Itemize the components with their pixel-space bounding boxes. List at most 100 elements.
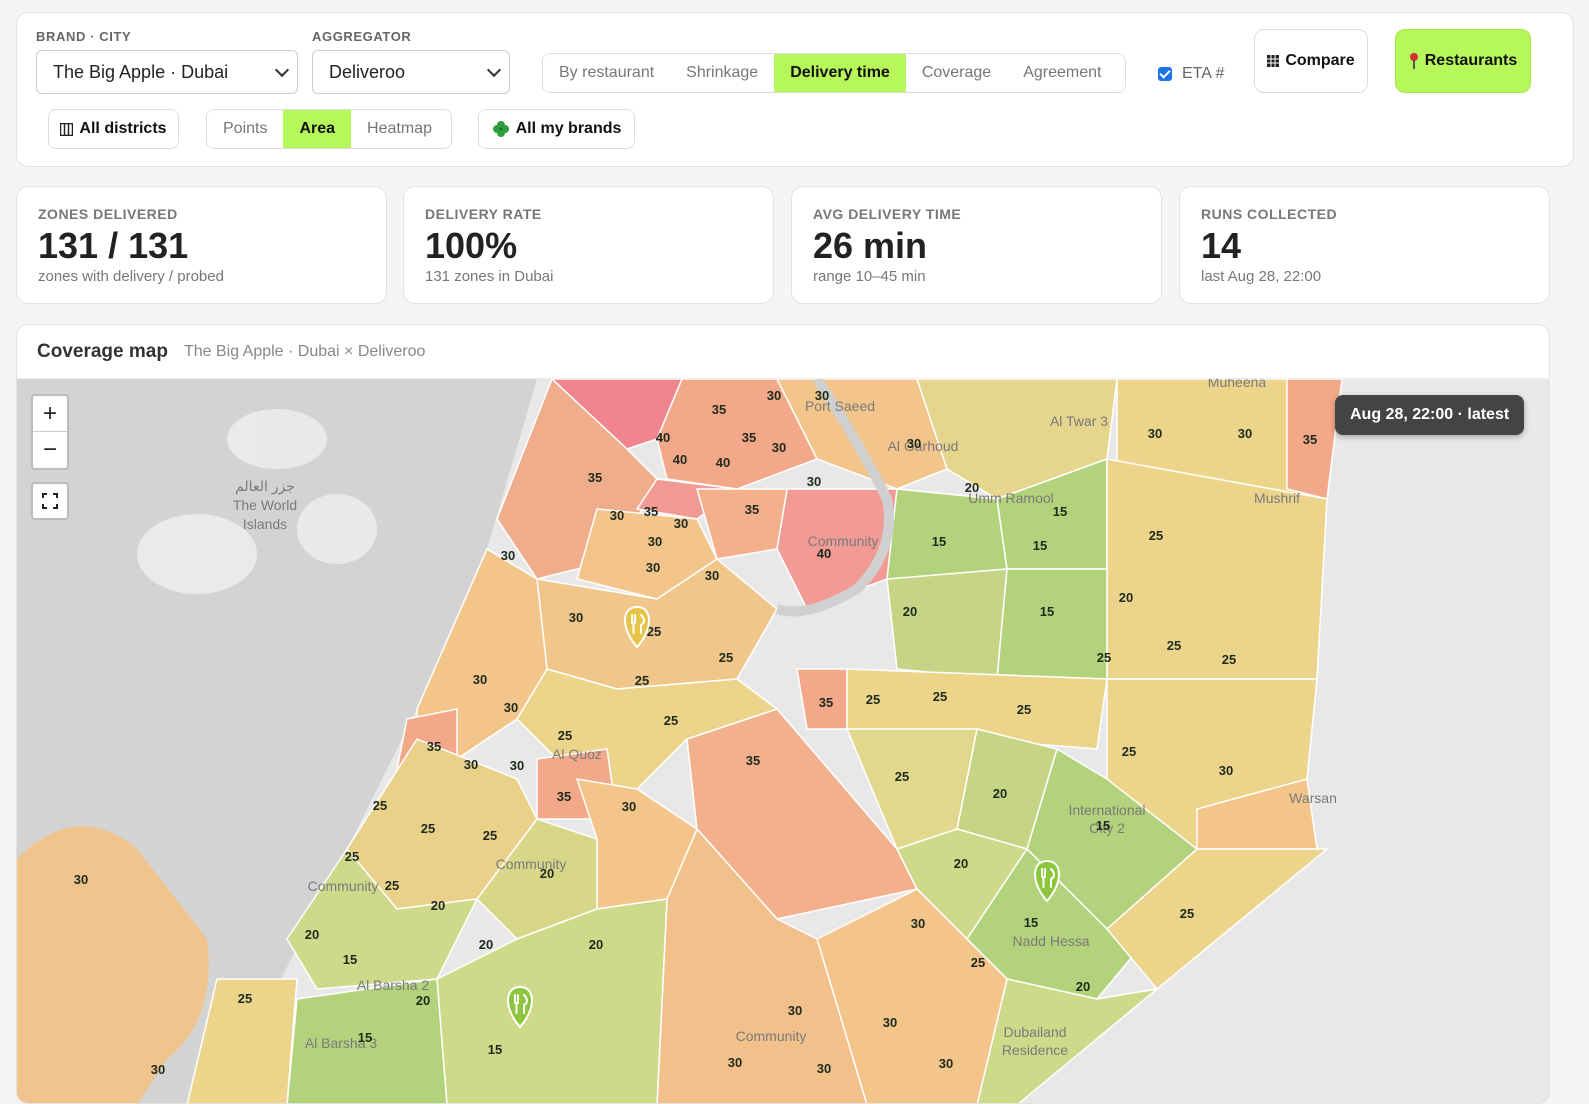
- place-label: Port Saeed: [805, 398, 875, 414]
- zone-eta-label: 40: [817, 546, 831, 561]
- zone-eta-label: 25: [1122, 744, 1136, 759]
- zone-eta-label: 20: [589, 937, 603, 952]
- restaurant-pin-icon[interactable]: [624, 605, 650, 649]
- coverage-map[interactable]: جزر العالم The World Islands Port Saeed Al G…: [17, 374, 1550, 1104]
- zone-eta-label: 30: [610, 508, 624, 523]
- place-label: Community: [496, 856, 567, 872]
- stat-key: RUNS COLLECTED: [1201, 206, 1338, 222]
- zoom-in-button[interactable]: +: [33, 396, 67, 432]
- stat-key: ZONES DELIVERED: [38, 206, 178, 222]
- compare-button[interactable]: Compare: [1254, 29, 1368, 93]
- eta-toggle[interactable]: ETA #: [1158, 65, 1224, 83]
- zone[interactable]: [996, 568, 1108, 680]
- restaurant-pin-icon[interactable]: [507, 985, 533, 1029]
- zone-eta-label: 40: [673, 452, 687, 467]
- zone-eta-label: 25: [647, 624, 661, 639]
- zone-eta-label: 25: [1017, 702, 1031, 717]
- zone-eta-label: 30: [501, 548, 515, 563]
- aggregator-value: Deliveroo: [329, 62, 406, 82]
- zone-eta-label: 25: [895, 769, 909, 784]
- zone-eta-label: 35: [712, 402, 726, 417]
- zone-eta-label: 20: [965, 480, 979, 495]
- zone[interactable]: [286, 847, 479, 990]
- tab-agreement[interactable]: Agreement: [1023, 64, 1102, 81]
- zone-eta-label: 30: [772, 440, 786, 455]
- zone-eta-label: 15: [1033, 538, 1047, 553]
- zone-eta-label: 30: [911, 916, 925, 931]
- map-canvas[interactable]: جزر العالم The World Islands Port Saeed Al G…: [17, 374, 1550, 1104]
- place-label: The World: [233, 497, 297, 513]
- zoom-out-button[interactable]: −: [42, 436, 57, 463]
- tab-by-restaurant[interactable]: By restaurant: [559, 64, 655, 81]
- zone-eta-label: 25: [385, 878, 399, 893]
- zone-eta-label: 20: [540, 866, 554, 881]
- zone-eta-label: 20: [431, 898, 445, 913]
- brand-city-value: The Big Apple · Dubai: [53, 62, 229, 82]
- zone-eta-label: 25: [1149, 528, 1163, 543]
- brand-city-select[interactable]: The Big Apple · Dubai: [36, 50, 298, 94]
- zone-eta-label: 25: [866, 692, 880, 707]
- stat-card-rate: DELIVERY RATE 100% 131 zones in Dubai: [403, 186, 774, 304]
- zone-eta-label: 30: [939, 1056, 953, 1071]
- zone-eta-label: 25: [1097, 650, 1111, 665]
- zone-eta-label: 35: [557, 789, 571, 804]
- zone-eta-label: 25: [373, 798, 387, 813]
- zone[interactable]: [436, 898, 668, 1104]
- zone-eta-label: 15: [343, 952, 357, 967]
- zone-eta-label: 30: [569, 610, 583, 625]
- tab-heatmap[interactable]: Heatmap: [367, 120, 432, 137]
- restaurants-button[interactable]: Restaurants: [1395, 29, 1531, 93]
- zone-eta-label: 15: [1096, 818, 1110, 833]
- metric-tabs: By restaurant Shrinkage Delivery time Co…: [542, 53, 1126, 93]
- zone-eta-label: 30: [622, 799, 636, 814]
- zone-eta-label: 35: [746, 753, 760, 768]
- aggregator-select[interactable]: Deliveroo: [312, 50, 510, 94]
- map-header: Coverage map The Big Apple · Dubai × Del…: [17, 325, 1549, 379]
- zone-eta-label: 30: [705, 568, 719, 583]
- stat-card-runs: RUNS COLLECTED 14 last Aug 28, 22:00: [1179, 186, 1550, 304]
- place-label: Al Quoz: [552, 746, 602, 762]
- tab-area[interactable]: Area: [283, 110, 352, 148]
- zone-eta-label: 35: [742, 430, 756, 445]
- zone[interactable]: [696, 488, 788, 560]
- map-title: Coverage map: [37, 340, 168, 362]
- place-label: Islands: [243, 516, 287, 532]
- tab-points[interactable]: Points: [223, 120, 268, 137]
- stat-sub: 131 zones in Dubai: [425, 268, 554, 285]
- tab-shrinkage[interactable]: Shrinkage: [686, 64, 759, 81]
- brands-label: All my brands: [515, 120, 622, 137]
- zone[interactable]: [476, 818, 598, 940]
- zone[interactable]: [186, 978, 298, 1104]
- zone[interactable]: [775, 378, 948, 490]
- restaurant-pin-icon[interactable]: [1034, 859, 1060, 903]
- zone-eta-label: 30: [151, 1062, 165, 1077]
- eta-checkbox[interactable]: [1158, 67, 1172, 81]
- place-label: Warsan: [1289, 790, 1337, 806]
- eta-label: ETA #: [1182, 65, 1225, 82]
- zone-eta-label: 30: [74, 872, 88, 887]
- zone-eta-label: 25: [1180, 906, 1194, 921]
- zone[interactable]: [886, 568, 1008, 680]
- zone-eta-label: 30: [815, 388, 829, 403]
- zone-eta-label: 20: [1119, 590, 1133, 605]
- zone-eta-label: 30: [510, 758, 524, 773]
- all-brands-button[interactable]: All my brands: [478, 109, 635, 149]
- zone-eta-label: 35: [644, 504, 658, 519]
- zone-eta-label: 35: [1303, 432, 1317, 447]
- zone-eta-label: 15: [1040, 604, 1054, 619]
- zone[interactable]: [1105, 848, 1330, 991]
- place-label: Al Garhoud: [888, 438, 959, 454]
- tab-coverage[interactable]: Coverage: [921, 64, 992, 81]
- filter-toolbar: BRAND · CITY The Big Apple · Dubai AGGRE…: [16, 12, 1574, 167]
- zone-eta-label: 30: [674, 516, 688, 531]
- zoom-control: + −: [31, 394, 69, 470]
- stat-key: DELIVERY RATE: [425, 206, 542, 222]
- fullscreen-button[interactable]: [31, 482, 69, 520]
- tab-delivery-time[interactable]: Delivery time: [774, 54, 906, 92]
- all-districts-button[interactable]: All districts: [48, 109, 179, 149]
- snapshot-badge[interactable]: Aug 28, 22:00 · latest: [1335, 395, 1525, 435]
- restaurants-label: Restaurants: [1424, 52, 1518, 69]
- zone-eta-label: 15: [358, 1030, 372, 1045]
- aggregator-label: AGGREGATOR: [312, 29, 412, 44]
